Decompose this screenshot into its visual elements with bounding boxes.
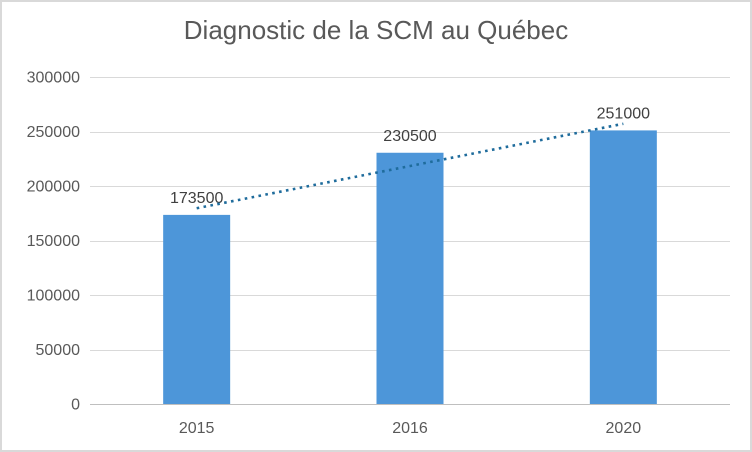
data-label: 251000 [597, 105, 650, 122]
data-label: 230500 [383, 128, 436, 145]
trendline[interactable] [196, 122, 624, 210]
y-axis-tick-label: 100000 [27, 288, 80, 305]
y-axis-tick-label: 200000 [27, 179, 80, 196]
x-axis-tick-label: 2020 [606, 420, 642, 437]
data-label: 173500 [170, 190, 223, 207]
y-axis-tick-label: 50000 [36, 342, 81, 359]
y-axis-tick-label: 0 [71, 397, 80, 414]
bar-2016[interactable] [376, 152, 444, 404]
x-axis-tick-label: 2015 [179, 420, 215, 437]
y-axis-tick-label: 300000 [27, 70, 80, 87]
y-axis-tick-label: 250000 [27, 124, 80, 141]
y-axis-tick-label: 150000 [27, 233, 80, 250]
x-axis-tick-label: 2016 [392, 420, 428, 437]
bar-2020[interactable] [589, 130, 657, 404]
bar-2015[interactable] [163, 214, 231, 404]
